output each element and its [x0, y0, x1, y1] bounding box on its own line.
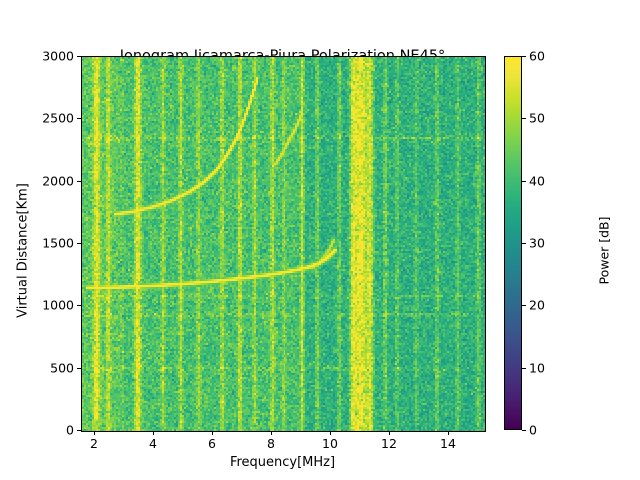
y-tick-label-1500: 1500	[42, 235, 74, 251]
x-tick-label-4: 4	[149, 436, 157, 451]
x-tick-label-14: 14	[440, 436, 456, 451]
colorbar-tick-mark-60	[522, 56, 526, 58]
colorbar-tick-label-60: 60	[529, 48, 545, 64]
y-tick-mark-1500	[77, 243, 81, 245]
colorbar-tick-mark-40	[522, 180, 526, 182]
y-tick-label-1000: 1000	[42, 297, 74, 313]
x-tick-mark-10	[329, 431, 332, 435]
colorbar-tick-label-10: 10	[529, 360, 545, 376]
colorbar-tick-mark-0	[522, 430, 526, 432]
x-tick-mark-14	[448, 431, 450, 435]
y-tick-label-2500: 2500	[42, 110, 74, 126]
colorbar-gradient	[504, 56, 522, 430]
colorbar-tick-label-30: 30	[529, 235, 545, 251]
ionogram-heatmap	[82, 57, 485, 431]
heatmap-plot-area	[81, 56, 486, 432]
x-tick-label-6: 6	[208, 436, 216, 451]
x-tick-label-8: 8	[267, 436, 275, 451]
y-tick-label-0: 0	[66, 422, 74, 438]
x-tick-label-12: 12	[381, 436, 397, 451]
colorbar-tick-label-20: 20	[529, 297, 545, 313]
x-tick-mark-4	[152, 431, 155, 435]
colorbar-tick-label-0: 0	[529, 422, 537, 438]
y-axis-tick-labels: 0 500 1000 1500 2000 2500 3000	[28, 0, 74, 480]
x-axis-label: Frequency[MHz]	[229, 455, 336, 470]
y-tick-label-500: 500	[50, 360, 74, 376]
colorbar-tick-label-40: 40	[529, 173, 545, 189]
colorbar-label: Power [dB]	[596, 216, 612, 285]
x-tick-mark-6	[211, 431, 214, 435]
y-tick-mark-3000	[77, 56, 81, 58]
x-tick-mark-8	[270, 431, 273, 435]
y-tick-mark-2000	[77, 180, 81, 182]
colorbar	[504, 56, 522, 430]
y-tick-mark-500	[77, 367, 81, 369]
colorbar-tick-mark-10	[522, 367, 526, 369]
x-tick-mark-12	[389, 431, 391, 435]
y-tick-label-3000: 3000	[42, 48, 74, 64]
y-tick-mark-0	[77, 430, 81, 432]
x-tick-label-10: 10	[322, 436, 338, 451]
colorbar-tick-mark-20	[522, 305, 526, 307]
y-tick-mark-1000	[77, 305, 81, 307]
x-tick-mark-2	[93, 431, 96, 435]
colorbar-tick-mark-30	[522, 243, 526, 245]
x-tick-label-2: 2	[89, 436, 98, 451]
colorbar-tick-mark-50	[522, 118, 526, 120]
colorbar-tick-label-50: 50	[529, 110, 545, 126]
y-axis-label: Virtual Distance[Km]	[15, 183, 31, 318]
y-tick-label-2000: 2000	[42, 173, 74, 189]
y-tick-mark-2500	[77, 118, 81, 120]
